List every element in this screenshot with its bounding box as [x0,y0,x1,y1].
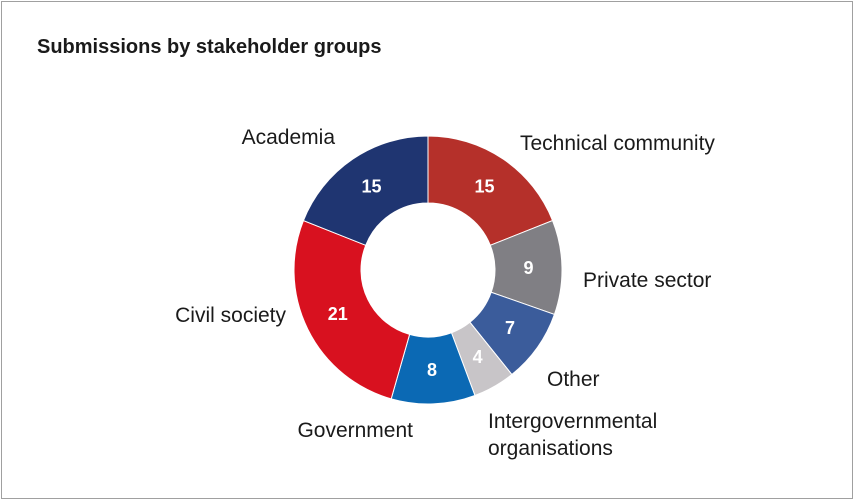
slice-label: Technical community [520,132,715,155]
slice-label: Other [547,368,600,391]
slice-label: Intergovernmental organisations [488,410,658,460]
slice-label: Government [297,419,413,442]
donut-slice [427,135,554,246]
value-label: 15 [362,177,382,197]
slice-label: Civil society [175,304,286,327]
slice-label: Academia [241,126,335,149]
value-label: 8 [427,360,437,380]
value-label: 4 [473,347,483,367]
value-label: 7 [505,318,515,338]
donut-slice [302,135,429,246]
slice-label: Private sector [583,269,712,292]
value-label: 15 [474,177,494,197]
chart-title: Submissions by stakeholder groups [37,36,382,58]
value-label: 9 [523,258,533,278]
donut-slice [293,219,411,400]
value-label: 21 [328,304,348,324]
